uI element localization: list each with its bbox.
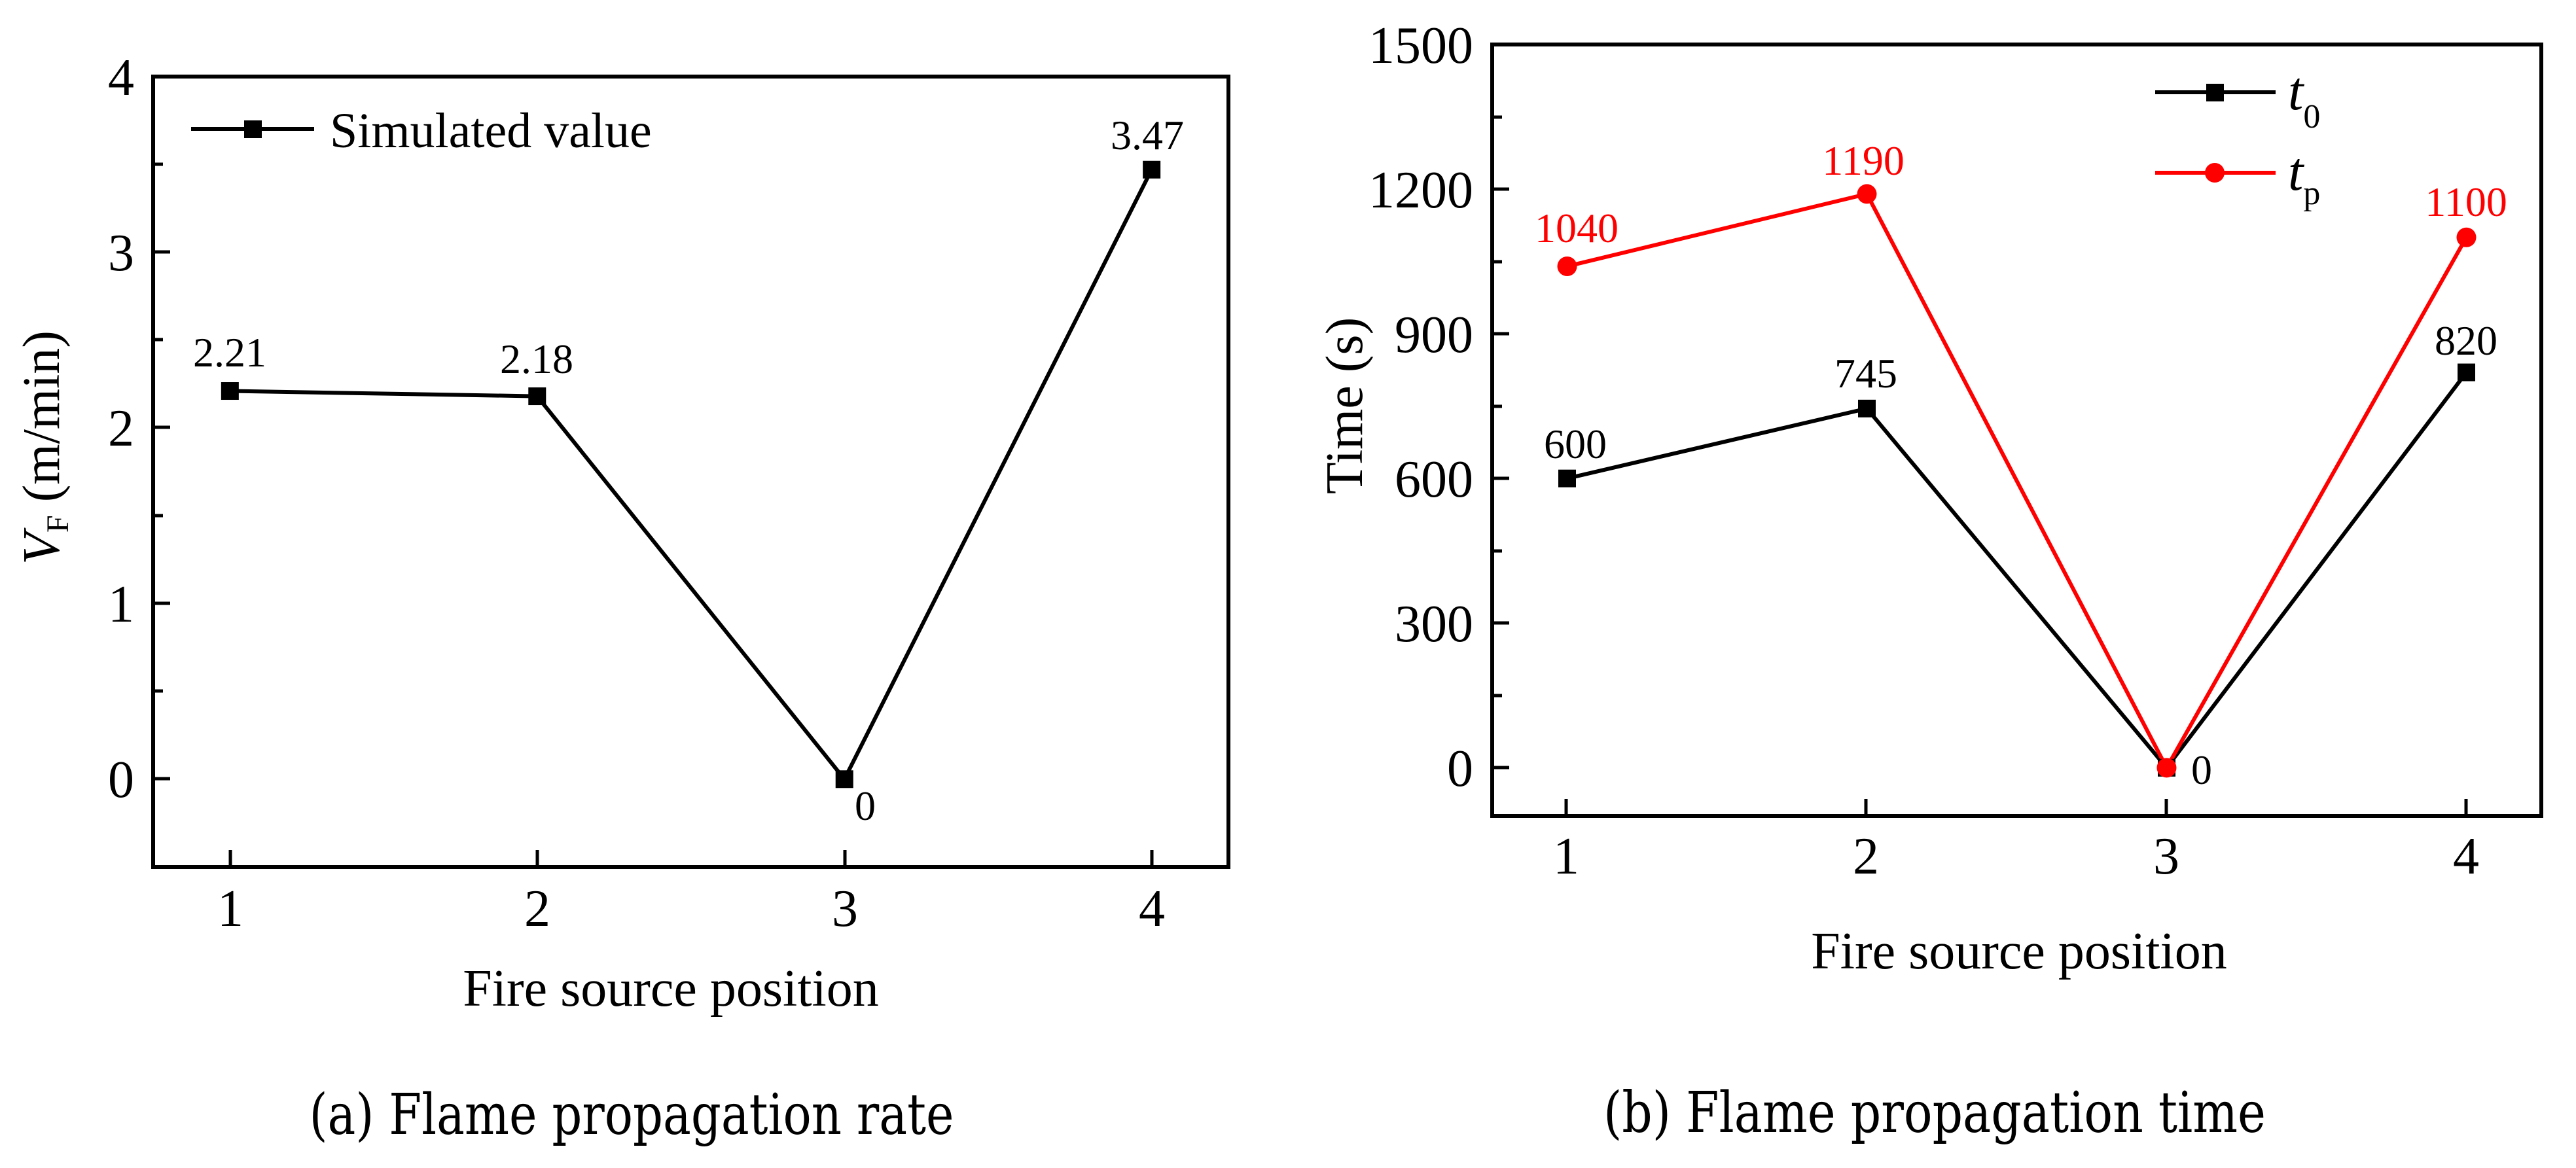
x-tick-labels: 1 2 3 4 [1553,828,2479,885]
panel-b: 0 300 600 900 1200 1500 1 2 3 4 Fire sou… [1316,17,2543,1146]
data-label: 600 [1544,421,1607,467]
data-label: 1040 [1535,205,1619,251]
square-marker-icon [835,770,853,788]
legend: Simulated value [191,103,652,158]
data-labels-tp: 1040 1190 1100 [1535,137,2507,251]
y-tick-label: 0 [1447,740,1473,798]
x-axis-ticks [228,850,1154,867]
data-label: 0 [855,783,876,829]
series-line-tp [1566,191,2469,772]
legend-label: t0 [2288,61,2320,135]
x-axis-title: Fire source position [463,960,878,1018]
circle-marker-icon [2156,758,2177,778]
square-marker-icon [1143,160,1161,179]
y-tick-label: 4 [108,49,134,107]
y-tick-label: 1 [108,576,134,633]
y-axis-title-unit: (m/min) [13,330,71,515]
square-marker-icon [244,120,262,138]
x-tick-label: 4 [2453,828,2479,885]
y-tick-label: 3 [108,224,134,282]
square-marker-icon [1858,399,1876,417]
series-line-simulated [230,168,1154,783]
x-tick-label: 1 [1553,828,1579,885]
series-markers-simulated [221,160,1161,788]
x-tick-label: 3 [832,880,858,938]
y-tick-labels: 0 1 2 3 4 [108,49,134,809]
y-tick-label: 300 [1395,595,1473,653]
x-tick-label: 2 [1853,828,1879,885]
y-axis-title-main: V [13,527,71,565]
y-tick-labels: 0 300 600 900 1200 1500 [1368,17,1473,798]
data-label: 2.21 [193,329,266,376]
data-label: 745 [1834,350,1897,397]
y-tick-label: 0 [108,751,134,809]
y-axis-title: Time (s) [1316,317,1374,494]
data-labels-t0: 600 745 0 820 [1544,317,2497,793]
data-label: 1190 [1822,137,1905,184]
y-tick-label: 900 [1395,306,1473,364]
y-axis-title-sub: F [41,515,75,533]
circle-marker-icon [2456,227,2477,247]
data-label: 820 [2435,317,2497,364]
y-tick-label: 600 [1395,451,1473,508]
circle-marker-icon [2205,163,2225,183]
x-tick-labels: 1 2 3 4 [217,880,1165,938]
data-label: 0 [2191,747,2212,793]
square-marker-icon [528,387,546,406]
legend: t0 tp [2155,61,2320,212]
legend-item-t0: t0 [2155,61,2320,135]
legend-label: Simulated value [330,103,652,158]
x-axis-title: Fire source position [1811,923,2227,980]
y-tick-label: 1500 [1368,17,1473,75]
square-marker-icon [221,382,239,400]
square-marker-icon [1558,469,1576,487]
caption-b: (b) Flame propagation time [1603,1080,2266,1146]
legend-label: tp [2288,141,2320,212]
caption-a: (a) Flame propagation rate [310,1082,954,1148]
series-markers-tp [1557,184,2477,778]
y-tick-label: 2 [108,400,134,457]
data-label: 3.47 [1111,112,1184,158]
x-axis-ticks [1564,799,2468,816]
x-tick-label: 3 [2153,828,2179,885]
plot-frame [151,75,1230,869]
x-tick-label: 4 [1139,880,1165,938]
plot-frame [1490,43,2543,818]
square-marker-icon [2206,84,2224,101]
series-line-t0 [1566,371,2468,771]
y-axis-ticks [153,162,170,781]
x-tick-label: 2 [524,880,550,938]
data-label: 1100 [2425,179,2507,225]
y-axis-title: VF (m/min) [13,330,75,565]
series-markers-t0 [1558,363,2475,777]
y-axis-ticks [1492,115,1509,770]
panel-a: 0 1 2 3 4 1 2 3 4 Fire source position V… [13,49,1230,1148]
square-marker-icon [2458,363,2475,381]
x-tick-label: 1 [217,880,243,938]
legend-item-tp: tp [2155,141,2320,212]
data-labels: 2.21 2.18 0 3.47 [193,112,1184,829]
circle-marker-icon [1557,256,1577,276]
data-label: 2.18 [500,336,573,382]
y-tick-label: 1200 [1368,162,1473,219]
circle-marker-icon [1857,184,1877,204]
